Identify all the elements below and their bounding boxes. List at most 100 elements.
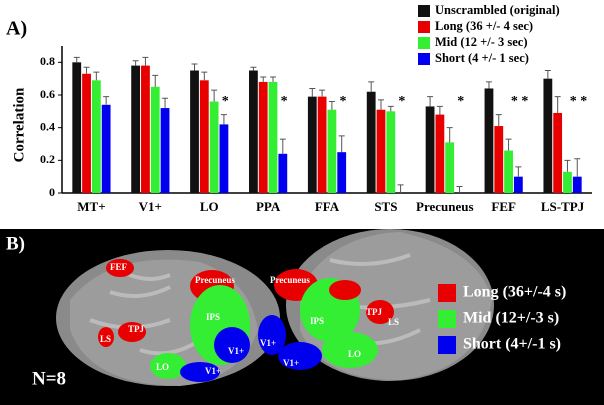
- bar: [337, 152, 347, 193]
- bar: [307, 96, 317, 193]
- error-bar: [73, 56, 80, 63]
- y-tick-label: 0.8: [40, 54, 55, 68]
- significance: *: [340, 94, 347, 109]
- bar: [268, 81, 278, 193]
- bar: [494, 126, 504, 193]
- legend-label: Mid (12 +/- 3 sec): [435, 35, 528, 49]
- error-bar: [260, 76, 267, 82]
- error-bar: [162, 97, 169, 109]
- region-label: FEF: [110, 262, 128, 272]
- x-tick-label: V1+: [139, 199, 162, 214]
- bar: [425, 106, 435, 193]
- significance: * *: [570, 94, 588, 109]
- panel-label: A): [6, 18, 27, 40]
- legend-swatch: [418, 21, 430, 33]
- bar: [209, 101, 219, 193]
- error-bar: [564, 159, 571, 172]
- bar: [141, 65, 150, 193]
- error-bar: [515, 166, 522, 177]
- significance: *: [222, 94, 229, 109]
- bar: [219, 124, 229, 193]
- bar: [199, 80, 209, 193]
- y-tick-label: 0: [49, 185, 55, 199]
- error-bar: [93, 71, 100, 81]
- legend-label: Unscrambled (original): [435, 3, 560, 17]
- bar: [258, 81, 268, 193]
- legend-label: Long (36+/-4 s): [463, 284, 566, 301]
- brain-left: [56, 250, 280, 386]
- error-bar: [201, 71, 208, 81]
- error-bar: [191, 63, 198, 71]
- error-bar: [142, 56, 149, 66]
- error-bar: [495, 114, 502, 127]
- error-bar: [279, 138, 286, 154]
- region-label: LO: [348, 349, 361, 359]
- region-label: IPS: [310, 316, 324, 326]
- bar: [150, 86, 160, 193]
- bar: [317, 96, 327, 193]
- legend-label: Long (36 +/- 4 sec): [435, 19, 533, 33]
- x-tick-label: Precuneus: [416, 199, 474, 214]
- error-bar: [544, 70, 551, 79]
- bar: [543, 78, 553, 193]
- error-bar: [270, 76, 277, 82]
- bar: [366, 91, 376, 193]
- bar: [572, 176, 582, 193]
- x-tick-label: MT+: [77, 199, 105, 214]
- error-bar: [132, 60, 139, 66]
- x-tick-label: FFA: [315, 199, 340, 214]
- legend-swatch: [438, 336, 456, 354]
- bar: [327, 109, 337, 193]
- region-label: TPJ: [366, 307, 383, 317]
- error-bar: [103, 96, 110, 105]
- error-bar: [250, 66, 257, 71]
- error-bar: [446, 127, 453, 143]
- region-label: Precuneus: [270, 275, 310, 285]
- bar: [563, 171, 572, 193]
- region-label: V1+: [260, 338, 276, 348]
- error-bar: [505, 138, 512, 151]
- error-bar: [319, 89, 326, 97]
- x-tick-label: STS: [374, 199, 397, 214]
- error-bar: [211, 89, 218, 102]
- error-bar: [397, 184, 404, 193]
- error-bar: [554, 96, 561, 113]
- x-tick-label: FEF: [491, 199, 516, 214]
- bar: [376, 109, 386, 193]
- legend-swatch: [418, 53, 430, 65]
- bar: [484, 88, 494, 193]
- error-bar: [152, 74, 159, 87]
- error-bar: [309, 87, 316, 97]
- error-bar: [377, 99, 384, 110]
- bar: [131, 65, 141, 193]
- bar: [504, 150, 513, 193]
- y-tick-label: 0.2: [40, 152, 55, 166]
- x-tick-label: LS-TPJ: [541, 199, 585, 214]
- bar: [445, 142, 455, 193]
- region-label: LS: [388, 317, 399, 327]
- error-bar: [456, 185, 463, 193]
- sample-size: N=8: [32, 368, 66, 389]
- error-bar: [338, 135, 345, 153]
- significance: *: [457, 94, 464, 109]
- panel-label: B): [6, 233, 25, 254]
- bar: [553, 112, 563, 193]
- bar: [386, 111, 396, 193]
- region-label: V1+: [205, 366, 221, 376]
- region-label: IPS: [206, 312, 220, 322]
- legend-swatch: [438, 284, 456, 302]
- error-bar: [220, 114, 227, 125]
- y-tick-label: 0.4: [40, 119, 55, 133]
- region-label: TPJ: [128, 324, 145, 334]
- plot: 0 0.2 0.4 0.6 0.8 MT+ V1+ LO * PPA * FFA * STS * Precun…: [40, 3, 592, 214]
- legend-label: Mid (12+/-3 s): [463, 310, 559, 327]
- legend-label: Short (4 +/- 1 sec): [435, 51, 529, 65]
- legend-swatch: [418, 37, 430, 49]
- legend-swatch: [418, 5, 430, 17]
- bar: [278, 153, 288, 193]
- x-tick-label: PPA: [256, 199, 281, 214]
- bar: [91, 80, 101, 193]
- bar: [249, 70, 258, 193]
- bar: [190, 70, 199, 193]
